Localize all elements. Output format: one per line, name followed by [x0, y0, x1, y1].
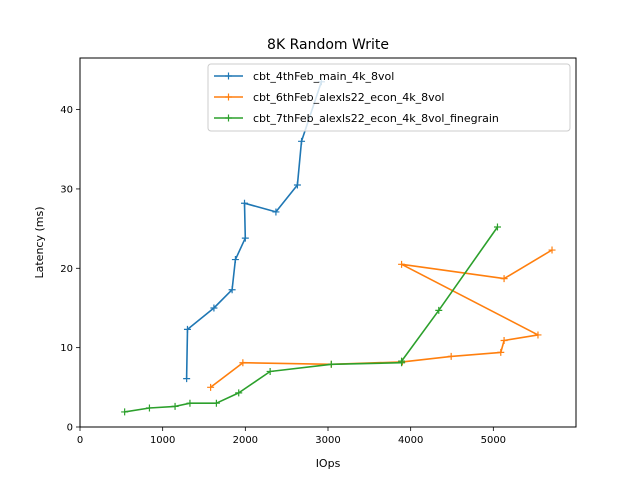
data-point	[327, 360, 335, 368]
data-point	[548, 246, 556, 254]
data-point	[398, 357, 406, 365]
y-tick-label: 10	[60, 343, 73, 354]
data-point	[272, 208, 280, 216]
y-axis: 0 10 20 30 40	[60, 105, 80, 434]
data-point	[493, 223, 501, 231]
data-point	[500, 337, 508, 345]
y-tick-label: 20	[60, 264, 73, 275]
legend-swatch-marker	[225, 72, 232, 80]
x-axis: 0 1000 2000 3000 4000 5000	[77, 427, 506, 446]
data-point	[500, 275, 508, 283]
data-point	[235, 389, 243, 397]
legend: cbt_4thFeb_main_4k_8vol cbt_6thFeb_alexls…	[207, 63, 571, 132]
data-point	[145, 404, 153, 412]
legend-swatch-marker	[225, 114, 232, 122]
data-point	[298, 137, 306, 145]
data-point	[239, 359, 247, 367]
y-tick-label: 40	[60, 105, 73, 116]
data-point	[231, 256, 239, 264]
x-tick-label: 1000	[150, 435, 175, 446]
data-point	[241, 199, 249, 207]
data-point	[435, 306, 443, 314]
legend-box	[207, 63, 571, 132]
legend-label: cbt_4thFeb_main_4k_8vol	[253, 70, 394, 83]
data-point	[241, 234, 249, 242]
chart-title: 8K Random Write	[267, 37, 389, 53]
x-axis-label: IOps	[316, 457, 341, 470]
data-point	[210, 304, 218, 312]
data-point	[497, 348, 505, 356]
x-tick-label: 2000	[233, 435, 258, 446]
y-axis-label: Latency (ms)	[33, 206, 46, 278]
data-point	[447, 352, 455, 360]
data-point	[183, 325, 191, 333]
legend-label: cbt_7thFeb_alexls22_econ_4k_8vol_finegra…	[253, 112, 499, 125]
data-point	[186, 399, 194, 407]
data-point	[207, 383, 215, 391]
data-point	[293, 181, 301, 189]
data-point	[228, 286, 236, 294]
data-point	[534, 331, 542, 339]
y-tick-label: 30	[60, 184, 73, 195]
plot-area	[121, 78, 556, 416]
data-point	[212, 399, 220, 407]
data-point	[183, 375, 191, 383]
data-point	[266, 367, 274, 375]
series-2	[207, 246, 556, 391]
data-point	[121, 408, 129, 416]
y-tick-label: 0	[67, 423, 73, 434]
legend-swatch-marker	[225, 93, 232, 101]
x-tick-label: 0	[77, 435, 83, 446]
x-tick-label: 3000	[315, 435, 340, 446]
data-point	[398, 260, 406, 268]
series-line	[124, 226, 499, 413]
series-3	[121, 223, 501, 416]
x-tick-label: 4000	[398, 435, 423, 446]
data-point	[171, 402, 179, 410]
legend-label: cbt_6thFeb_alexls22_econ_4k_8vol	[253, 91, 444, 104]
x-tick-label: 5000	[481, 435, 506, 446]
